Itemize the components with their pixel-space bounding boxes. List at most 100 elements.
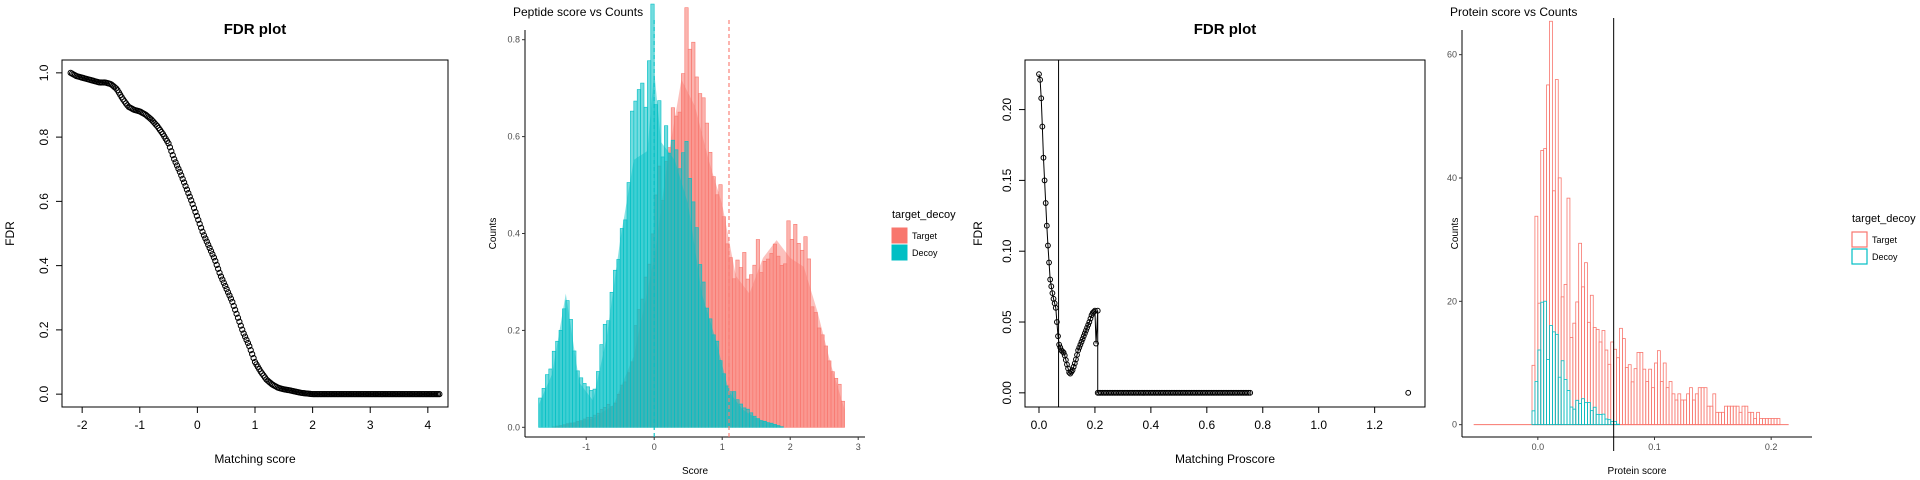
histogram-bar [827, 360, 832, 428]
histogram-bar [667, 152, 672, 428]
legend-key-decoy [891, 244, 908, 261]
fdr-point [1045, 242, 1051, 249]
histogram-bar [609, 291, 614, 428]
fdr-point [1037, 76, 1044, 83]
legend-label-target: Target [1872, 235, 1898, 245]
histogram-bar [1639, 352, 1644, 426]
fdr-point [182, 182, 189, 190]
histogram-bar [1543, 148, 1547, 426]
histogram-bar [701, 281, 706, 428]
fdr-point [202, 235, 209, 242]
fdr-point [1087, 315, 1094, 322]
fdr-point [240, 330, 247, 337]
histogram-bar [626, 182, 631, 428]
histogram-bar [602, 323, 607, 428]
histogram-bar [565, 300, 570, 428]
histogram-bar [779, 426, 784, 428]
histogram-bar [572, 350, 577, 428]
histogram-bar [738, 403, 743, 428]
fdr-point [1070, 363, 1077, 370]
histogram-bar [742, 407, 747, 428]
fdr-point [188, 197, 195, 204]
histogram-bar [793, 224, 798, 428]
histogram-bar [762, 420, 767, 428]
x-tick-label: 0.0 [1031, 418, 1048, 432]
fdr-line [1038, 74, 1099, 393]
histogram-bar [633, 100, 638, 428]
fdr-point [1090, 308, 1097, 315]
fdr-point [1048, 283, 1055, 290]
histogram-bar [755, 239, 760, 428]
histogram-bar [1554, 333, 1559, 426]
fdr-point [215, 265, 222, 272]
histogram-bar [1534, 215, 1539, 426]
histogram-bar [1569, 337, 1574, 426]
y-tick-label: 0.0 [37, 385, 51, 402]
histogram-bar [1767, 418, 1772, 426]
histogram-bar [1560, 360, 1565, 426]
histogram-bar [1741, 405, 1746, 426]
chart-title: Peptide score vs Counts [513, 5, 643, 19]
histogram-bar [1692, 399, 1696, 426]
histogram-bar [1706, 405, 1711, 426]
histogram-bar [681, 152, 686, 428]
histogram-bar [1756, 411, 1760, 426]
histogram-bar [749, 412, 754, 428]
fdr-point [1038, 95, 1045, 102]
histogram-bar [721, 373, 726, 428]
y-tick-label: 0.2 [37, 321, 51, 338]
fdr-point [229, 298, 236, 306]
fdr-point [216, 269, 223, 276]
histogram-bar [1601, 330, 1606, 426]
fdr-point [233, 310, 240, 317]
fdr-point [189, 200, 196, 208]
histogram-bar [766, 422, 771, 428]
histogram-bar [1607, 363, 1612, 426]
histogram-bar [619, 228, 624, 428]
histogram-bar [1683, 399, 1687, 426]
y-axis-label: FDR [971, 221, 985, 246]
fdr-point [190, 204, 198, 212]
histogram-bar [769, 422, 774, 428]
histogram-bar [1589, 294, 1594, 426]
fdr-point [210, 254, 217, 261]
fdr-point [239, 326, 246, 333]
chart-title: FDR plot [224, 21, 286, 38]
y-tick-label: 40 [1447, 173, 1457, 183]
histogram-bar [1686, 393, 1690, 426]
legend-key-decoy [1851, 248, 1868, 265]
histogram-bar [1581, 286, 1585, 426]
fdr-point [227, 295, 234, 302]
histogram-bar [538, 397, 543, 428]
fdr-point [222, 282, 229, 290]
fdr-point [180, 179, 188, 186]
fdr-point [1084, 324, 1090, 331]
y-axis-label: Counts [1450, 218, 1461, 250]
fdr-point [244, 339, 252, 347]
x-tick-label: 0.0 [1532, 442, 1545, 452]
y-axis-label: Counts [488, 218, 499, 250]
histogram-bar [745, 408, 750, 428]
fdr-point [179, 175, 186, 183]
histogram-bar [1531, 364, 1536, 426]
histogram-bar [1546, 84, 1550, 426]
x-tick-label: 0.4 [1143, 418, 1160, 432]
x-tick-label: -1 [582, 442, 590, 452]
histogram-bar [1546, 359, 1550, 426]
fdr-point [1080, 333, 1087, 340]
chart-prot: Protein score vs Counts Protein score Coun… [1447, 5, 1916, 477]
histogram-bar [820, 334, 825, 428]
histogram-bar [1543, 300, 1547, 426]
fdr-point [1405, 389, 1412, 396]
histogram-bar [715, 340, 720, 428]
chart-title: Protein score vs Counts [1450, 5, 1577, 19]
histogram-bar [1534, 381, 1539, 426]
histogram-bar [817, 327, 822, 428]
histogram-bar [562, 308, 567, 428]
fdr-point [236, 318, 243, 325]
fdr-point [1069, 367, 1076, 374]
fdr-point [1041, 177, 1048, 184]
fdr-point [165, 140, 172, 147]
histogram-bar [840, 400, 845, 428]
fdr-point [1043, 222, 1050, 229]
